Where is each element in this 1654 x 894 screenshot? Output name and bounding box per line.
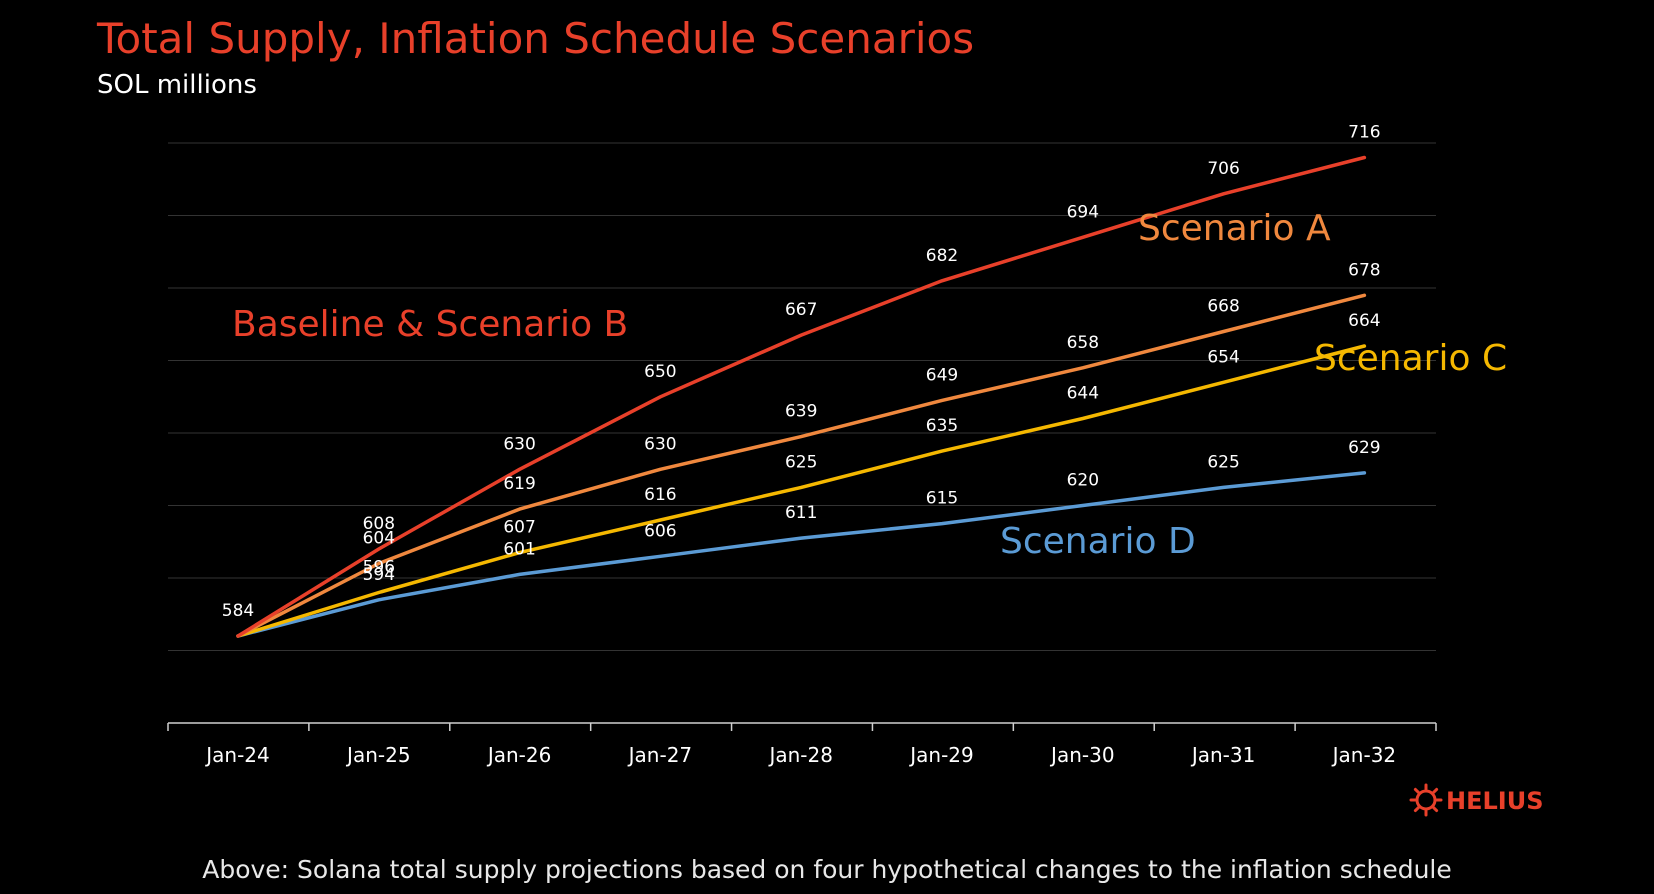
series-line: [236, 471, 1367, 638]
gridlines: [168, 142, 1436, 651]
data-label: 619: [503, 474, 535, 494]
caption: Above: Solana total supply projections b…: [202, 855, 1452, 884]
chart-title: Total Supply, Inflation Schedule Scenari…: [96, 14, 974, 63]
x-tick-label: Jan-29: [908, 743, 974, 767]
data-label: 650: [644, 362, 676, 382]
data-label: 629: [1348, 438, 1380, 458]
data-labels: 584 608 630 650 667 682 694 706 716 604 619 630 639 6…: [222, 123, 1381, 622]
x-tick-label: Jan-32: [1331, 743, 1397, 767]
data-label: 615: [926, 489, 958, 509]
data-label: 668: [1207, 297, 1239, 317]
data-label: 635: [926, 416, 958, 436]
x-tick-label: Jan-26: [486, 743, 552, 767]
data-label: 611: [785, 503, 817, 523]
series-annotation-baseline: Baseline & Scenario B: [232, 304, 628, 345]
data-label: 596: [363, 558, 395, 578]
data-label: 667: [785, 300, 817, 320]
x-tick-label: Jan-28: [767, 743, 833, 767]
data-label: 608: [363, 514, 395, 534]
data-label: 630: [503, 434, 535, 454]
x-tick-labels: Jan-24 Jan-25 Jan-26 Jan-27 Jan-28 Jan-29 Jan-…: [204, 743, 1396, 767]
series-lines: [236, 155, 1367, 638]
data-label: 594: [363, 565, 395, 585]
data-label: 682: [926, 246, 958, 266]
data-label: 604: [363, 529, 395, 549]
x-tick-label: Jan-31: [1190, 743, 1256, 767]
data-label: 620: [1067, 471, 1099, 491]
data-label: 658: [1067, 333, 1099, 353]
data-label: 625: [1207, 452, 1239, 472]
series-line: [236, 155, 1367, 638]
data-label: 607: [503, 518, 535, 538]
series-line: [236, 293, 1367, 638]
data-label: 601: [503, 539, 535, 559]
data-label: 606: [644, 521, 676, 541]
x-tick-label: Jan-25: [345, 743, 411, 767]
data-label: 616: [644, 485, 676, 505]
helius-logo: HELIUS: [1409, 783, 1543, 817]
series-line: [236, 344, 1367, 638]
logo-wordmark: HELIUS: [1446, 787, 1543, 815]
helius-sun-icon: [1409, 783, 1443, 817]
data-label: 654: [1207, 347, 1239, 367]
data-label: 625: [785, 452, 817, 472]
data-label: 649: [926, 365, 958, 385]
data-label: 644: [1067, 384, 1099, 404]
data-label: 584: [222, 601, 254, 621]
data-label: 694: [1067, 202, 1099, 222]
data-label: 716: [1348, 123, 1380, 143]
x-tick-label: Jan-27: [627, 743, 693, 767]
series-annotation-scenario-a: Scenario A: [1138, 208, 1331, 249]
data-label: 639: [785, 402, 817, 422]
data-label: 664: [1348, 311, 1380, 331]
series-annotation-scenario-d: Scenario D: [1000, 521, 1196, 562]
x-axis: [167, 722, 1437, 731]
x-tick-label: Jan-24: [204, 743, 270, 767]
data-label: 630: [644, 434, 676, 454]
series-annotation-scenario-c: Scenario C: [1314, 338, 1507, 379]
data-label: 706: [1207, 159, 1239, 179]
x-tick-label: Jan-30: [1049, 743, 1115, 767]
chart-subtitle: SOL millions: [97, 70, 257, 100]
data-label: 678: [1348, 260, 1380, 280]
